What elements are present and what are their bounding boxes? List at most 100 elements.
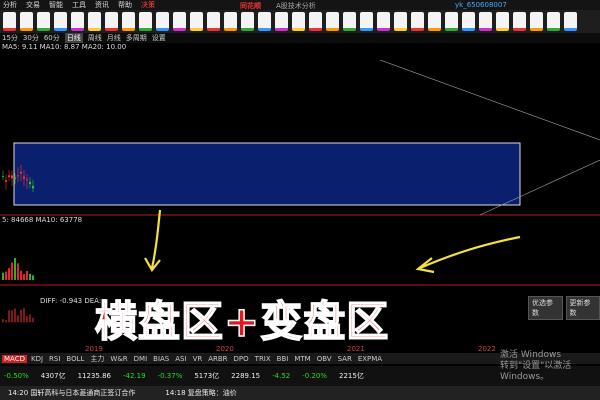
toolbar-button[interactable]	[496, 12, 509, 31]
candle-body	[26, 179, 28, 181]
menu-item[interactable]: 交易	[26, 1, 40, 9]
indicator-tab[interactable]: SAR	[337, 354, 352, 363]
toolbar-button[interactable]	[207, 12, 220, 31]
indicator-tab[interactable]: OBV	[316, 354, 332, 363]
ticker-value: 11235.86	[77, 372, 111, 380]
indicator-tab[interactable]: ASI	[175, 354, 187, 363]
toolbar-button[interactable]	[428, 12, 441, 31]
period-tab[interactable]: 30分	[22, 34, 39, 42]
macd-bar	[20, 309, 22, 323]
indicator-tab[interactable]: DMI	[133, 354, 148, 363]
indicator-tab[interactable]: VR	[192, 354, 203, 363]
side-buttons: 优选参数 更新参数	[528, 296, 600, 320]
menu-item[interactable]: 分析	[3, 1, 17, 9]
toolbar-button[interactable]	[377, 12, 390, 31]
toolbar-button[interactable]	[71, 12, 84, 31]
toolbar-button[interactable]	[547, 12, 560, 31]
indicator-tab[interactable]: W&R	[110, 354, 128, 363]
param-button[interactable]: 优选参数	[528, 296, 563, 320]
indicator-tab[interactable]: TRIX	[254, 354, 271, 363]
toolbar-button[interactable]	[275, 12, 288, 31]
indicator-tab[interactable]: RSI	[49, 354, 61, 363]
period-tab[interactable]: 周线	[87, 34, 102, 42]
ma-line: MA5: 9.11 MA10: 8.87 MA20: 10.00	[2, 43, 127, 51]
macd-bar	[29, 314, 31, 323]
toolbar-button[interactable]	[309, 12, 322, 31]
toolbar-button[interactable]	[360, 12, 373, 31]
volume-bar	[20, 270, 22, 280]
period-tab[interactable]: 月线	[106, 34, 121, 42]
toolbar-button[interactable]	[37, 12, 50, 31]
period-bar: 15分 30分 60分 日线 周线 月线 多周期 设置	[0, 33, 600, 43]
toolbar-button[interactable]	[156, 12, 169, 31]
toolbar-button[interactable]	[190, 12, 203, 31]
menu-item[interactable]: 帮助	[118, 1, 132, 9]
toolbar-button[interactable]	[122, 12, 135, 31]
menu-item[interactable]: 工具	[72, 1, 86, 9]
volume-bar	[26, 270, 28, 280]
toolbar-button[interactable]	[445, 12, 458, 31]
toolbar-button[interactable]	[241, 12, 254, 31]
period-tab[interactable]: 60分	[43, 34, 60, 42]
news-item[interactable]: 14:20 国轩高科与日本菱通商正签订合作	[8, 389, 136, 397]
toolbar-button[interactable]	[105, 12, 118, 31]
app-subtitle: A股技术分析	[276, 2, 316, 10]
menu-item[interactable]: 决策	[141, 1, 155, 9]
toolbar-button[interactable]	[224, 12, 237, 31]
caption: 横盘区+变盘区	[94, 296, 390, 347]
toolbar-button[interactable]	[173, 12, 186, 31]
ticker-value: 4307亿	[40, 372, 66, 380]
period-tab[interactable]: 15分	[2, 34, 18, 42]
ticker-value: 5173亿	[194, 372, 220, 380]
logo: 同花顺	[240, 2, 261, 10]
ticker-bar: -0.50% 4307亿 11235.86 -42.19 -0.37% 5173亿 2289…	[0, 366, 600, 386]
toolbar-button[interactable]	[54, 12, 67, 31]
indicator-tab[interactable]: BOLL	[66, 354, 85, 363]
toolbar-button[interactable]	[258, 12, 271, 31]
indicator-tab[interactable]: MACD	[2, 354, 27, 363]
toolbar-button[interactable]	[139, 12, 152, 31]
toolbar-button[interactable]	[394, 12, 407, 31]
toolbar-button[interactable]	[530, 12, 543, 31]
period-tab[interactable]: 设置	[151, 34, 166, 42]
toolbar-button[interactable]	[343, 12, 356, 31]
period-tab[interactable]: 日线	[64, 33, 83, 43]
indicator-tab[interactable]: BBI	[276, 354, 289, 363]
indicator-tab[interactable]: ARBR	[208, 354, 228, 363]
menu-item[interactable]: 资讯	[95, 1, 109, 9]
arrow	[415, 235, 521, 274]
candle-body	[29, 181, 31, 185]
toolbar-button[interactable]	[479, 12, 492, 31]
toolbar-button[interactable]	[292, 12, 305, 31]
param-button[interactable]: 更新参数	[565, 296, 600, 320]
ticker-value: -4.52	[272, 372, 291, 380]
indicator-tab[interactable]: BIAS	[153, 354, 170, 363]
toolbar-button[interactable]	[411, 12, 424, 31]
volume-bar	[23, 274, 25, 280]
vol-line: 5: 84668 MA10: 63778	[2, 216, 83, 224]
toolbar-button[interactable]	[88, 12, 101, 31]
toolbar-button[interactable]	[20, 12, 33, 31]
indicator-tab[interactable]: 主力	[90, 354, 105, 363]
indicator-tab[interactable]: KDJ	[30, 354, 44, 363]
toolbar-button[interactable]	[513, 12, 526, 31]
watermark: 激活 Windows 转到"设置"以激活 Windows。	[500, 350, 600, 383]
toolbar-button[interactable]	[462, 12, 475, 31]
indicator-tab[interactable]: DPO	[233, 354, 249, 363]
toolbar-button[interactable]	[3, 12, 16, 31]
toolbar-button[interactable]	[564, 12, 577, 31]
news-item[interactable]: 14:18 复盘策略：油价	[165, 389, 237, 397]
year-label: 2020	[216, 345, 234, 353]
candle-body	[2, 175, 4, 177]
volume-bar	[29, 273, 31, 280]
indicator-tab[interactable]: EXPMA	[357, 354, 383, 363]
period-tab[interactable]: 多周期	[125, 34, 147, 42]
macd-bar	[8, 310, 10, 323]
indicator-tab[interactable]: MTM	[294, 354, 311, 363]
year-label: 2021	[347, 345, 365, 353]
toolbar-button[interactable]	[326, 12, 339, 31]
menu-item[interactable]: 智能	[49, 1, 63, 9]
ticker-value: -0.37%	[157, 372, 183, 380]
volume-bar	[32, 275, 34, 280]
